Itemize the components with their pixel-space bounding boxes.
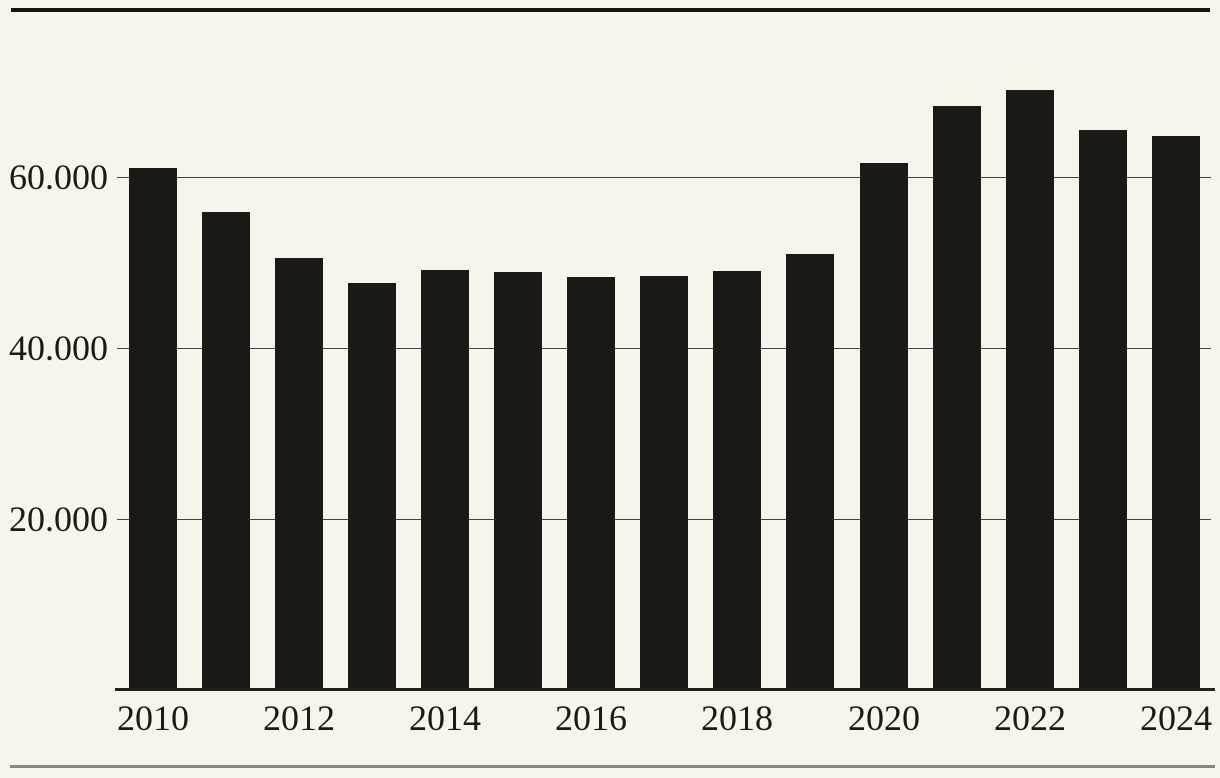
- bar-2023: [1079, 130, 1127, 690]
- bar-2010: [129, 168, 177, 690]
- bottom-rule: [10, 765, 1215, 768]
- bar-2018: [713, 271, 761, 690]
- bar-2014: [421, 270, 469, 690]
- bar-2017: [640, 276, 688, 690]
- top-rule: [11, 8, 1210, 12]
- gridline-60.000: [117, 177, 1211, 178]
- bar-2012: [275, 258, 323, 690]
- bar-2011: [202, 212, 250, 690]
- y-axis-tick-label: 20.000: [9, 499, 108, 539]
- bar-2013: [348, 283, 396, 690]
- bar-2021: [933, 106, 981, 690]
- bar-2020: [860, 163, 908, 690]
- x-axis-tick-label: 2020: [848, 698, 920, 738]
- x-axis-tick-label: 2012: [263, 698, 335, 738]
- y-axis-tick-label: 40.000: [9, 328, 108, 368]
- bar-2015: [494, 272, 542, 690]
- bar-2019: [786, 254, 834, 690]
- bar-2024: [1152, 136, 1200, 690]
- bar-2022: [1006, 90, 1054, 690]
- x-axis-tick-label: 2018: [701, 698, 773, 738]
- x-axis-tick-label: 2024: [1140, 698, 1212, 738]
- x-axis-tick-label: 2014: [409, 698, 481, 738]
- bar-2016: [567, 277, 615, 690]
- x-axis-tick-label: 2022: [994, 698, 1066, 738]
- x-axis-tick-label: 2016: [555, 698, 627, 738]
- x-axis-tick-label: 2010: [117, 698, 189, 738]
- y-axis-tick-label: 60.000: [9, 157, 108, 197]
- x-axis-line: [115, 688, 1215, 691]
